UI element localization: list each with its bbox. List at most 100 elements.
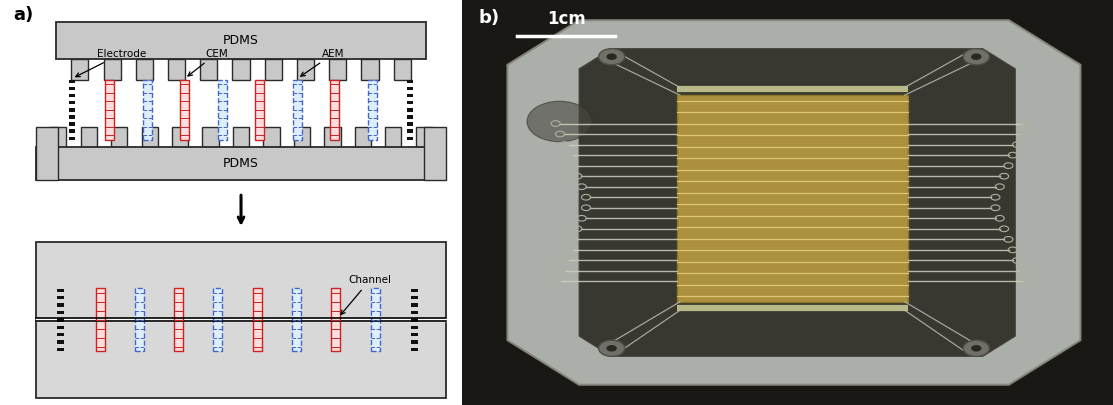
Bar	[111, 127, 127, 147]
Bar	[136, 59, 152, 80]
Bar	[96, 288, 105, 351]
Bar	[69, 109, 76, 111]
Bar	[69, 101, 76, 104]
Circle shape	[528, 101, 592, 142]
Bar	[69, 122, 76, 126]
Bar	[406, 115, 413, 119]
Text: Channel: Channel	[341, 275, 392, 315]
Bar	[173, 127, 188, 147]
Bar	[58, 333, 65, 337]
Bar	[406, 109, 413, 111]
Bar	[58, 303, 65, 307]
Bar	[332, 288, 341, 351]
Bar	[69, 80, 76, 83]
Polygon shape	[508, 20, 1081, 385]
Bar	[141, 127, 158, 147]
Circle shape	[971, 53, 982, 60]
Bar	[264, 127, 279, 147]
Polygon shape	[579, 49, 1015, 356]
Bar	[411, 289, 418, 292]
Bar	[406, 122, 413, 126]
Text: AEM: AEM	[301, 49, 345, 76]
Bar	[293, 80, 302, 140]
Bar	[329, 59, 346, 80]
Bar	[69, 115, 76, 119]
Bar	[411, 326, 418, 329]
Circle shape	[963, 340, 989, 356]
Bar	[69, 87, 76, 90]
Bar	[58, 341, 65, 344]
Bar	[677, 95, 908, 302]
Bar	[253, 288, 262, 351]
Bar	[233, 59, 249, 80]
Bar	[104, 59, 120, 80]
Circle shape	[971, 345, 982, 352]
Bar	[57, 22, 426, 59]
Bar	[406, 87, 413, 90]
Bar	[218, 80, 227, 140]
Bar	[58, 311, 65, 314]
Bar	[135, 288, 144, 351]
Bar	[406, 101, 413, 104]
Bar	[58, 289, 65, 292]
Circle shape	[599, 49, 624, 65]
Bar	[180, 80, 189, 140]
Bar	[411, 348, 418, 351]
Bar	[58, 318, 65, 322]
Text: Electrode: Electrode	[76, 49, 146, 77]
Bar	[411, 333, 418, 337]
Bar	[50, 127, 67, 147]
Bar	[203, 127, 218, 147]
Text: CEM: CEM	[188, 49, 228, 76]
Bar	[415, 127, 432, 147]
Bar	[411, 318, 418, 322]
Bar	[406, 94, 413, 98]
Bar	[411, 296, 418, 299]
Bar	[411, 341, 418, 344]
Bar	[71, 59, 88, 80]
Bar	[80, 127, 97, 147]
Bar	[355, 127, 371, 147]
Bar	[200, 59, 217, 80]
Bar	[214, 288, 223, 351]
Bar	[69, 136, 76, 140]
Bar	[36, 127, 58, 180]
Text: PDMS: PDMS	[223, 157, 259, 170]
Bar	[58, 296, 65, 299]
Circle shape	[607, 53, 617, 60]
Bar	[324, 127, 341, 147]
Bar	[233, 127, 249, 147]
Bar	[69, 94, 76, 98]
Bar	[292, 288, 302, 351]
Bar	[331, 80, 339, 140]
Circle shape	[599, 340, 624, 356]
Bar	[36, 147, 446, 180]
Bar	[36, 242, 446, 398]
Bar	[168, 59, 185, 80]
Bar	[265, 59, 282, 80]
Bar	[174, 288, 184, 351]
Text: a): a)	[13, 6, 33, 24]
Bar	[142, 80, 151, 140]
Bar	[58, 348, 65, 351]
Bar	[105, 80, 114, 140]
Bar	[406, 80, 413, 83]
Bar	[69, 130, 76, 133]
Bar	[406, 136, 413, 140]
Text: PDMS: PDMS	[223, 34, 259, 47]
Bar	[371, 288, 380, 351]
Bar	[406, 130, 413, 133]
Bar	[294, 127, 311, 147]
Text: 1cm: 1cm	[546, 10, 585, 28]
Bar	[362, 59, 378, 80]
Circle shape	[607, 345, 617, 352]
Text: b): b)	[479, 9, 500, 27]
Bar	[411, 311, 418, 314]
Bar	[58, 326, 65, 329]
Bar	[255, 80, 264, 140]
Bar	[385, 127, 402, 147]
Circle shape	[963, 49, 989, 65]
Bar	[297, 59, 314, 80]
Bar	[411, 303, 418, 307]
Bar	[368, 80, 377, 140]
